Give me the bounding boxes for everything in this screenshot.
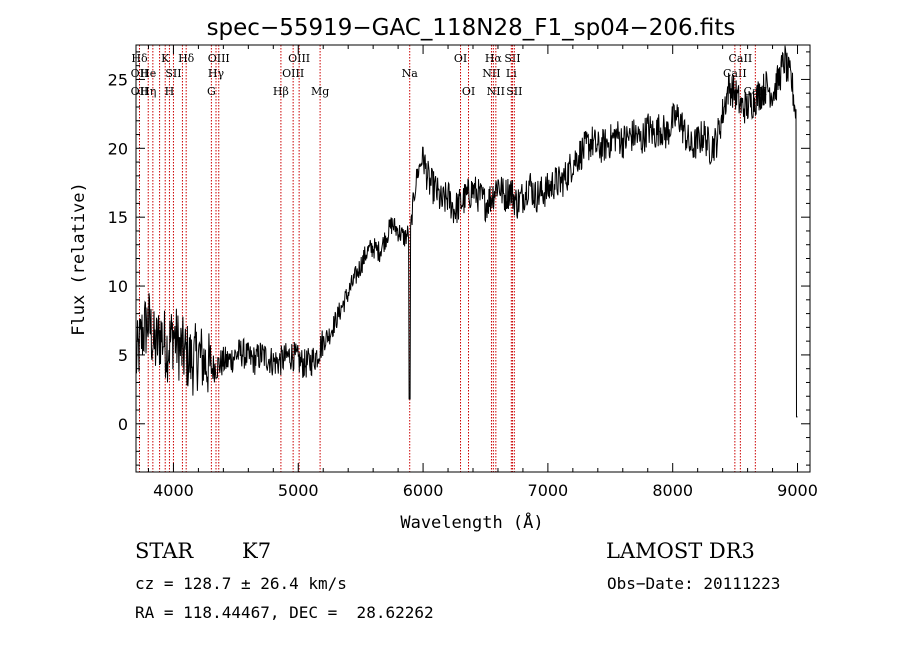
- spectral-line-label: OI: [454, 52, 467, 65]
- object-class: STAR: [135, 539, 194, 563]
- spectral-line-label: He: [140, 67, 156, 80]
- spectral-line-label: Hα: [485, 52, 503, 65]
- y-tick-label: 25: [108, 70, 128, 89]
- object-subclass: K7: [242, 539, 272, 563]
- x-tick-label: 4000: [153, 481, 194, 500]
- spectral-line-label: OI: [462, 85, 475, 98]
- spectral-line-label: Na: [402, 67, 419, 80]
- y-tick-label: 5: [118, 346, 128, 365]
- spectral-line-label: CaII: [723, 67, 747, 80]
- chart-title: spec−55919−GAC_118N28_F1_sp04−206.fits: [207, 15, 736, 41]
- spectral-line-label: OIII: [208, 52, 230, 65]
- spectral-line-label: SII: [506, 85, 522, 98]
- y-axis-label: Flux (relative): [69, 182, 89, 336]
- x-tick-label: 5000: [278, 481, 319, 500]
- spectral-line-label: NII: [487, 85, 505, 98]
- x-tick-label: 9000: [777, 481, 818, 500]
- spectrum-line: [135, 45, 798, 418]
- plot-frame: [135, 44, 811, 473]
- spectral-line-label: Hδ: [131, 52, 148, 65]
- spectral-line-label: H: [165, 85, 175, 98]
- y-tick-label: 0: [118, 415, 128, 434]
- spectral-line-label: K: [161, 52, 170, 65]
- x-axis-label: Wavelength (Å): [400, 511, 543, 533]
- axis-ticks: 4000 5000 6000 7000 8000 9000 0 5 10 15 20 25: [108, 45, 818, 500]
- coordinates: RA = 118.44467, DEC = 28.62262: [135, 603, 434, 622]
- spectral-line-label: NII: [482, 67, 500, 80]
- spectral-line-label: Hδ: [178, 52, 195, 65]
- spectral-line-label: SII: [165, 67, 181, 80]
- x-tick-label: 6000: [403, 481, 444, 500]
- x-tick-label: 7000: [528, 481, 569, 500]
- spectral-line-label: Hγ: [208, 67, 225, 80]
- spectral-line-label: OII: [131, 67, 149, 80]
- y-tick-label: 20: [108, 139, 128, 158]
- spectral-lines: HδOIIOIIHeHηKHSIIHδGHγOIIIHβOIIIOIIIMgNa…: [131, 45, 767, 472]
- obs-date: Obs−Date: 20111223: [607, 574, 781, 593]
- spectral-line-label: OIII: [282, 67, 304, 80]
- spectral-line-label: Mg: [311, 85, 329, 98]
- spectrum-series: [135, 45, 798, 418]
- redshift-cz: cz = 128.7 ± 26.4 km/s: [135, 574, 347, 593]
- spectral-line-label: Hβ: [273, 85, 289, 98]
- spectral-line-label: G: [207, 85, 216, 98]
- spectral-line-label: CaII: [729, 52, 753, 65]
- y-tick-label: 10: [108, 277, 128, 296]
- spectral-line-label: OIII: [288, 52, 310, 65]
- x-tick-label: 8000: [652, 481, 693, 500]
- survey-name: LAMOST DR3: [606, 539, 755, 563]
- spectral-line-label: OII: [131, 85, 149, 98]
- spectral-line-label: SII: [504, 52, 520, 65]
- y-tick-label: 15: [108, 208, 128, 227]
- spectral-line-label: Li: [506, 67, 517, 80]
- spectral-line-label: Hη: [140, 85, 156, 98]
